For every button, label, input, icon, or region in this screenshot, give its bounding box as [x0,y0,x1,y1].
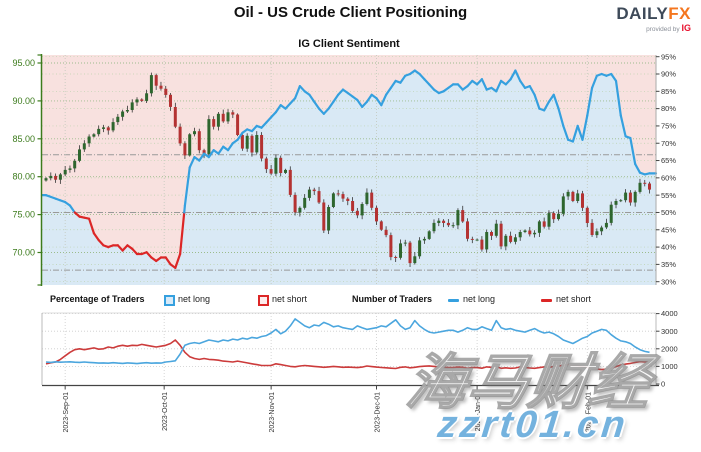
svg-text:1000: 1000 [661,362,678,371]
net-long-count-line [45,318,650,365]
svg-text:2024-Jan-01: 2024-Jan-01 [475,392,482,431]
svg-text:2024-Feb-01: 2024-Feb-01 [585,392,592,432]
svg-text:2023-Dec-01: 2023-Dec-01 [375,392,382,433]
ig-logo: IG [681,23,691,33]
svg-text:2023-Nov-01: 2023-Nov-01 [269,392,276,433]
svg-text:70.00: 70.00 [12,248,35,258]
svg-text:95%: 95% [661,52,676,61]
svg-text:90%: 90% [661,70,676,79]
svg-text:55%: 55% [661,191,676,200]
traders-count-chart: 4000 3000 2000 1000 0 [41,309,678,390]
percent-axis-right: 95% 90% 85% 80% 75% 70% 65% 60% 55% 50% 45% 40% 35% 3… [655,52,676,286]
svg-text:4000: 4000 [661,309,678,318]
svg-text:80.00: 80.00 [12,172,35,182]
net-short-count-line [45,339,650,371]
svg-text:95.00: 95.00 [12,58,35,68]
legend-num-net-short: net short [556,294,592,304]
chart-legend: Percentage of Traders net long net short… [0,291,701,309]
net-long-pct-swatch-icon [164,295,175,306]
svg-text:3000: 3000 [661,327,678,336]
net-long-count-swatch-icon [448,299,459,302]
svg-text:70%: 70% [661,139,676,148]
svg-text:35%: 35% [661,260,676,269]
svg-text:75.00: 75.00 [12,210,35,220]
svg-text:85%: 85% [661,87,676,96]
legend-pct-label: Percentage of Traders [50,294,145,304]
net-long-pct-line [40,69,658,269]
svg-text:75%: 75% [661,122,676,131]
dailyfx-wordmark: DAILYFX [616,4,691,23]
svg-text:90.00: 90.00 [12,96,35,106]
svg-text:80%: 80% [661,104,676,113]
svg-text:65%: 65% [661,156,676,165]
legend-num-label: Number of Traders [352,294,433,304]
svg-text:2000: 2000 [661,344,678,353]
svg-text:2023-Sep-01: 2023-Sep-01 [63,392,70,433]
page-title: Oil - US Crude Client Positioning [233,4,468,21]
svg-text:45%: 45% [661,225,676,234]
legend-pct-net-long: net long [178,294,211,304]
gridlines [42,55,656,385]
net-short-area [42,55,656,268]
svg-text:0: 0 [661,380,665,389]
legend-num-net-long: net long [463,294,496,304]
date-axis-labels: 2023-Sep-01 2023-Oct-01 2023-Nov-01 2023-De… [63,392,592,433]
legend-pct-net-short: net short [272,294,308,304]
dailyfx-logo: DAILYFX provided by IG [616,5,691,34]
svg-text:2023-Oct-01: 2023-Oct-01 [162,392,169,431]
svg-text:85.00: 85.00 [12,134,35,144]
chart-subtitle: IG Client Sentiment [298,38,400,50]
price-axis-left: 95.00 90.00 85.00 80.00 75.00 70.00 [12,54,43,286]
net-short-pct-swatch-icon [258,295,269,306]
svg-text:40%: 40% [661,243,676,252]
candlestick-series [44,72,651,267]
provided-by-ig: provided by IG [646,23,691,33]
net-short-count-swatch-icon [541,299,552,302]
svg-text:50%: 50% [661,208,676,217]
svg-text:30%: 30% [661,277,676,286]
svg-text:60%: 60% [661,173,676,182]
